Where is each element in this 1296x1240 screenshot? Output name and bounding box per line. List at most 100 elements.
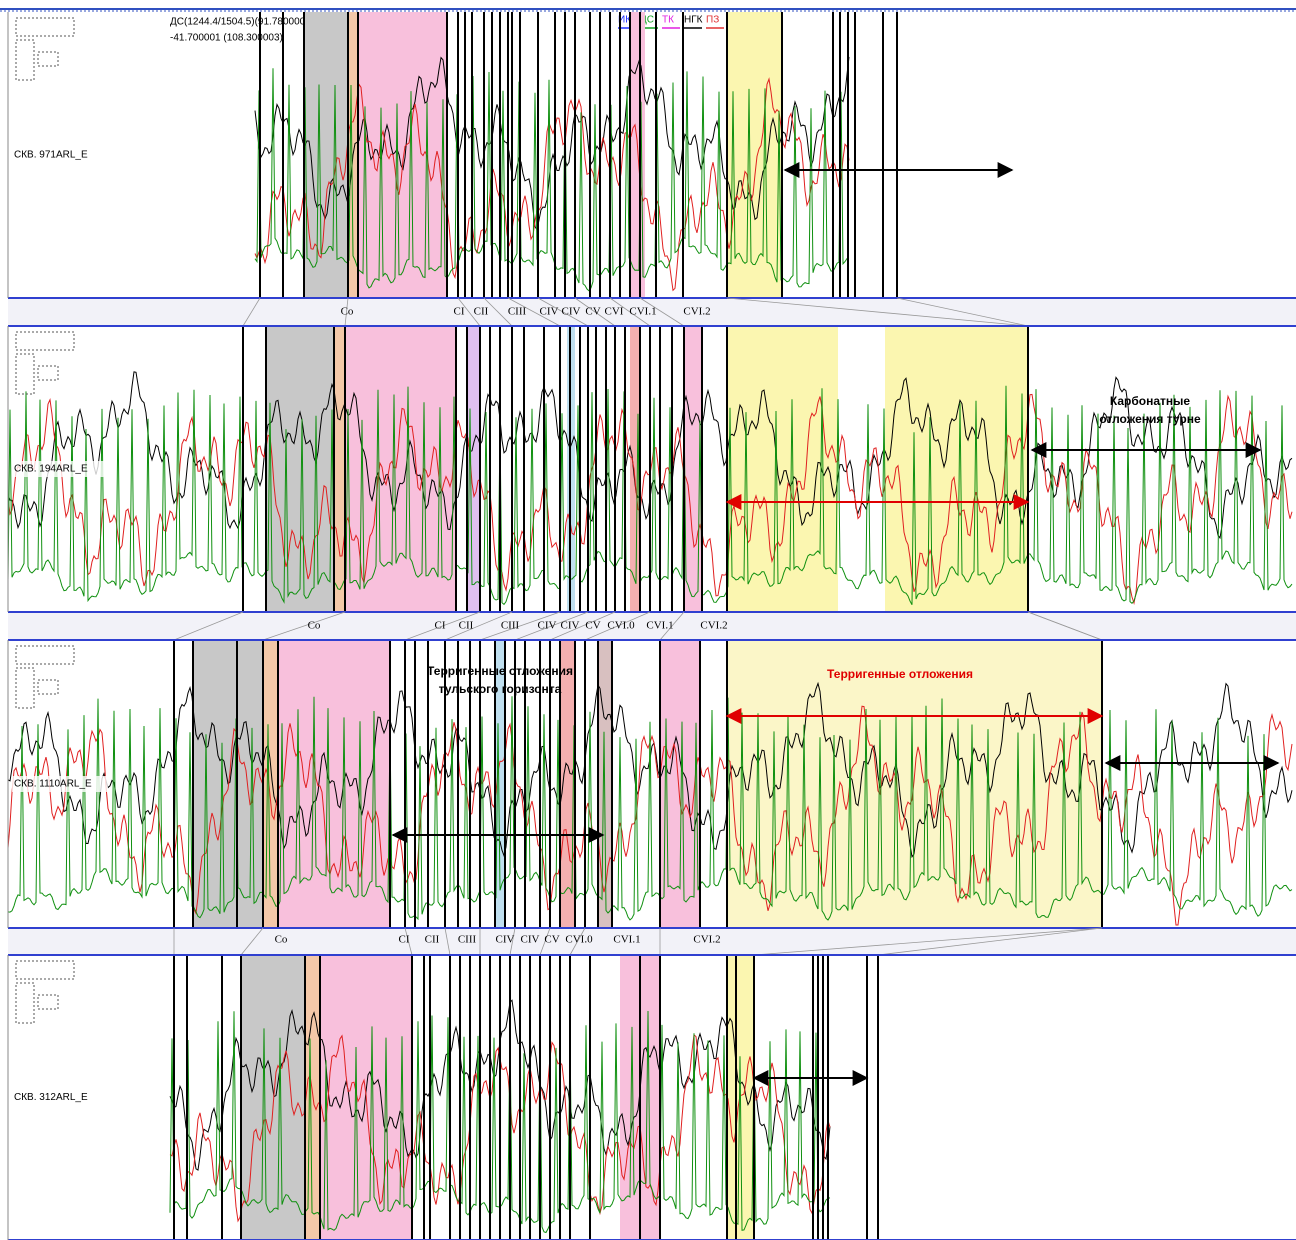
horizon-label: CI <box>399 934 410 946</box>
track-icon <box>37 679 59 695</box>
correlation-line <box>457 297 481 327</box>
track-icon <box>15 331 75 351</box>
annotation: Терригенные отложения <box>827 667 973 681</box>
track-icon <box>15 960 75 980</box>
horizon-label: CVI.1 <box>629 306 656 318</box>
horizon-label: CVI.2 <box>700 620 727 632</box>
horizon-label: CIII <box>458 934 477 946</box>
facies-zone <box>684 326 702 612</box>
horizon-label: CVI.2 <box>693 934 720 946</box>
legend-item: ДС <box>640 15 654 26</box>
facies-zone <box>630 12 645 298</box>
horizon-label: Со <box>341 306 354 318</box>
readout: ДС(1244.4/1504.5)(91.780000,168.250000)=… <box>170 17 407 28</box>
correlation-line <box>877 927 1103 956</box>
well-label-bg <box>12 1089 108 1106</box>
correlation-line <box>404 611 481 641</box>
correlation-line <box>404 927 413 956</box>
correlation-line <box>549 611 616 641</box>
well-label-bg <box>12 147 108 163</box>
legend-item: ИК <box>618 15 631 26</box>
correlation-line <box>537 297 589 327</box>
horizon-label: CIV <box>561 620 580 632</box>
legend-item: ПЗ <box>706 15 719 26</box>
horizon-label: CI <box>435 620 446 632</box>
horizon-label: CI <box>454 306 465 318</box>
correlation-line <box>507 297 561 327</box>
well-name: СКВ. 194ARL_E <box>14 464 88 475</box>
horizon-label: CV <box>544 934 559 946</box>
horizon-label: CIII <box>501 620 520 632</box>
horizon-label: CIV <box>521 934 540 946</box>
facies-zone <box>305 955 320 1240</box>
horizon-label: CVI <box>605 306 624 318</box>
facies-zone <box>334 326 345 612</box>
horizon-label: CIV <box>562 306 581 318</box>
correlation-line <box>584 611 651 641</box>
track-icon <box>37 365 59 381</box>
correlation-band <box>8 299 1296 325</box>
correlation-band <box>8 929 1296 954</box>
correlation-line <box>609 297 651 327</box>
correlation-line <box>173 611 244 641</box>
well-name: СКВ. 971ARL_E <box>14 150 88 161</box>
track-icon <box>15 667 35 709</box>
annotation: Карбонатные <box>1110 394 1191 408</box>
correlation-line <box>726 297 1029 327</box>
track-icon <box>15 353 35 395</box>
facies-zone <box>630 326 640 612</box>
facies-zone <box>495 640 505 928</box>
horizon-label: CV <box>585 306 600 318</box>
annotation: отложения турне <box>1099 412 1201 426</box>
horizon-label: CIV <box>538 620 557 632</box>
correlation-line <box>659 611 685 641</box>
correlation-line <box>479 611 561 641</box>
well-name: СКВ. 1110ARL_E <box>14 779 92 790</box>
correlation-line <box>539 927 551 956</box>
correlation-line <box>896 297 1029 327</box>
horizon-label: CIV <box>496 934 515 946</box>
track-icon <box>37 51 59 67</box>
facies-zone <box>727 640 1102 928</box>
legend-item: ТК <box>662 15 674 26</box>
track-icon <box>37 994 59 1010</box>
horizon-label: CV <box>585 620 600 632</box>
correlation-line <box>509 927 516 956</box>
horizon-label: CIV <box>540 306 559 318</box>
horizon-label: CII <box>425 934 440 946</box>
track-icon <box>15 39 35 81</box>
correlation-line <box>1027 611 1103 641</box>
horizon-label: CVI.1 <box>613 934 640 946</box>
correlation-band <box>8 613 1296 639</box>
legend-item: НГК <box>684 15 703 26</box>
correlation-line <box>444 927 451 956</box>
facies-zone <box>727 12 782 298</box>
well-name: СКВ. 312ARL_E <box>14 1092 88 1103</box>
horizon-label: CIII <box>508 306 527 318</box>
horizon-label: CII <box>459 620 474 632</box>
log-curve <box>7 696 1293 921</box>
track-icon <box>15 17 75 37</box>
horizon-label: Со <box>308 620 321 632</box>
correlation-line <box>444 611 513 641</box>
facies-zone <box>466 326 480 612</box>
correlation-line <box>262 611 346 641</box>
horizon-label: CVI.0 <box>607 620 635 632</box>
annotation: тульского горизонта <box>439 682 562 696</box>
well-label-bg <box>12 461 108 477</box>
correlation-line <box>753 927 1103 956</box>
correlation-line <box>483 297 513 327</box>
correlation-line <box>514 611 589 641</box>
correlation-line <box>639 297 685 327</box>
facies-zone <box>263 640 278 928</box>
annotation: Терригенные отложения <box>427 664 573 678</box>
facies-zone <box>885 326 1028 612</box>
log-curve <box>254 68 850 292</box>
horizon-label: CVI.2 <box>683 306 710 318</box>
horizon-label: CII <box>474 306 489 318</box>
facies-zone <box>560 640 575 928</box>
correlation-line <box>569 927 586 956</box>
well-label-bg <box>12 776 108 792</box>
horizon-label: CVI.0 <box>565 934 593 946</box>
